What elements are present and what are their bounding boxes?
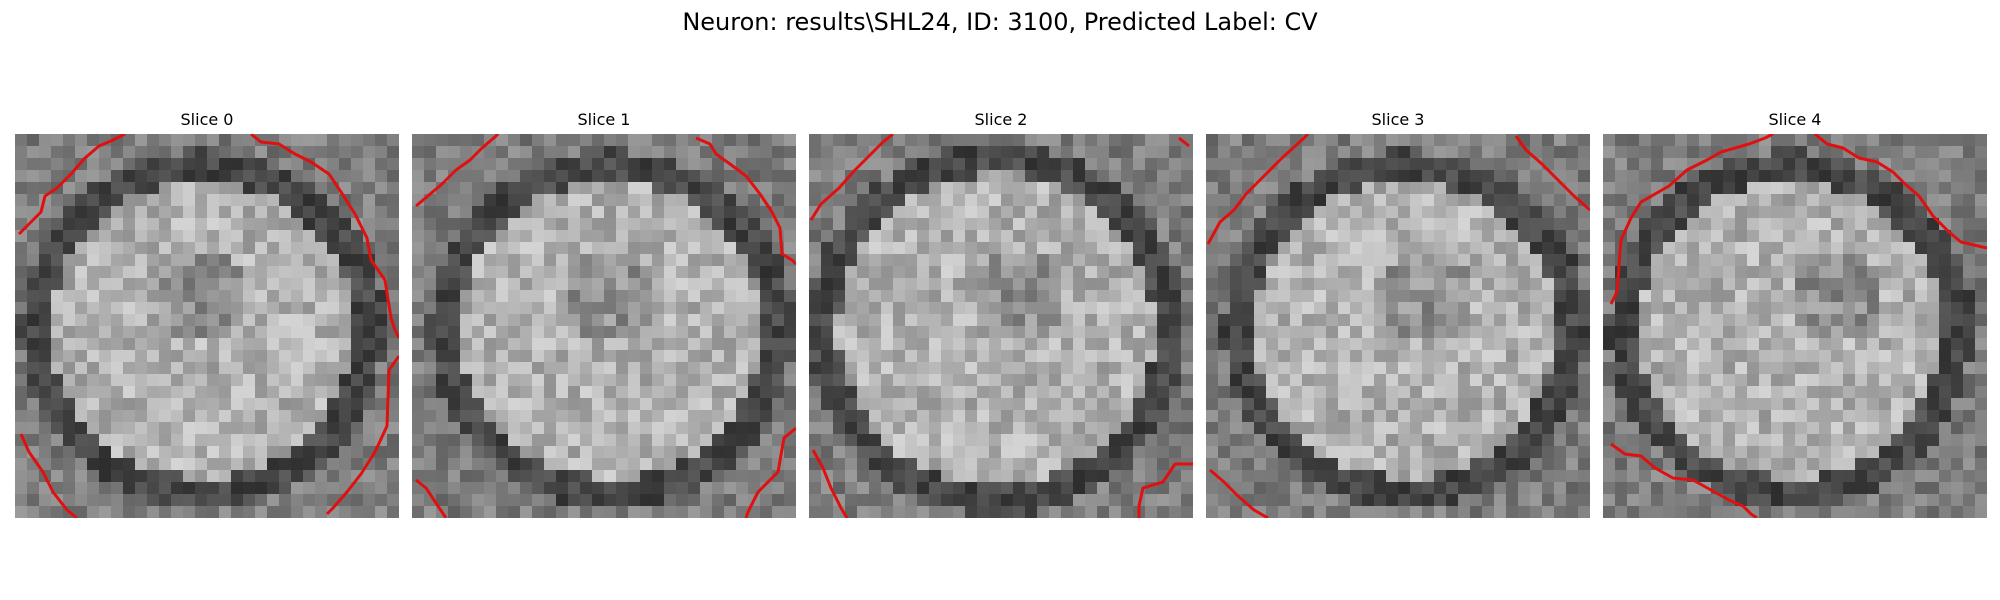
slice-image bbox=[809, 134, 1193, 518]
contour-line bbox=[1609, 134, 1774, 305]
figure-title: Neuron: results\SHL24, ID: 3100, Predict… bbox=[682, 8, 1318, 36]
contour-line bbox=[695, 136, 796, 266]
contour-line bbox=[1137, 462, 1193, 518]
contour-line bbox=[19, 433, 78, 518]
contour-line bbox=[325, 355, 399, 516]
slice-panel-2: Slice 2 bbox=[809, 108, 1193, 522]
contour-line bbox=[1178, 136, 1190, 148]
contour-line bbox=[1209, 468, 1269, 518]
slice-panel-1: Slice 1 bbox=[412, 108, 796, 522]
slice-image bbox=[15, 134, 399, 518]
slice-title: Slice 2 bbox=[974, 110, 1028, 129]
slice-title: Slice 1 bbox=[577, 110, 631, 129]
contour-line bbox=[1206, 134, 1310, 245]
contour-line bbox=[1814, 134, 1987, 250]
slice-image bbox=[1206, 134, 1590, 518]
slice-image bbox=[412, 134, 796, 518]
contour-line bbox=[744, 426, 796, 518]
slice-panel-3: Slice 3 bbox=[1206, 108, 1590, 522]
contour-line bbox=[1514, 135, 1590, 212]
contour-line bbox=[811, 449, 849, 518]
contour-line bbox=[250, 134, 399, 339]
slice-title: Slice 0 bbox=[180, 110, 234, 129]
slice-title: Slice 4 bbox=[1768, 110, 1822, 129]
contour-line bbox=[415, 478, 448, 518]
contour-line bbox=[17, 134, 126, 236]
slice-title: Slice 3 bbox=[1371, 110, 1425, 129]
contour-line bbox=[415, 134, 500, 208]
slice-panel-0: Slice 0 bbox=[15, 108, 399, 522]
contour-line bbox=[809, 134, 894, 221]
contour-line bbox=[1610, 442, 1758, 518]
slice-panel-4: Slice 4 bbox=[1603, 108, 1987, 522]
slice-image bbox=[1603, 134, 1987, 518]
